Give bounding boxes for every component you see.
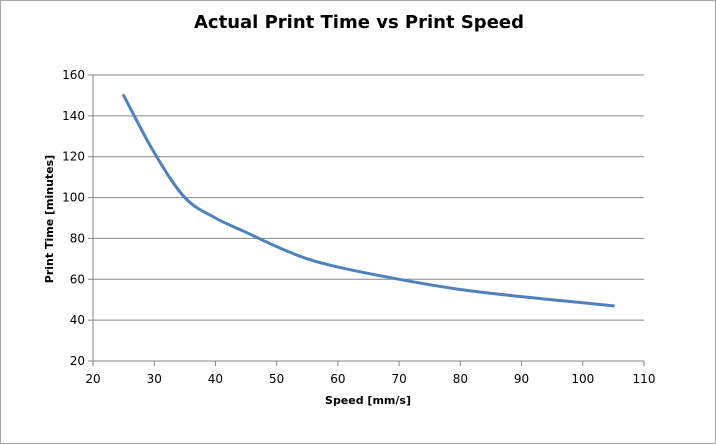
y-tick-label: 160 <box>62 68 85 82</box>
x-tick-label: 70 <box>391 372 406 386</box>
gridlines <box>93 74 644 321</box>
y-tick-label: 40 <box>70 313 85 327</box>
series-line <box>122 93 615 308</box>
axes: 20 40 60 80 100 120 140 160 20 30 40 50 60 70 80 90 100 1… <box>62 68 655 386</box>
y-tick-label: 20 <box>70 354 85 368</box>
x-tick-label: 60 <box>330 372 345 386</box>
x-tick-label: 110 <box>633 372 656 386</box>
x-axis-title: Speed [mm/s] <box>325 394 411 407</box>
y-tick-label: 100 <box>62 191 85 205</box>
x-tick-label: 90 <box>514 372 529 386</box>
y-axis-title: Print Time [minutes] <box>43 155 56 283</box>
x-tick-label: 50 <box>269 372 284 386</box>
x-tick-label: 30 <box>147 372 162 386</box>
y-tick-label: 120 <box>62 150 85 164</box>
x-tick-label: 40 <box>208 372 223 386</box>
x-tick-label: 20 <box>85 372 100 386</box>
x-tick-label: 80 <box>453 372 468 386</box>
y-tick-label: 140 <box>62 109 85 123</box>
y-tick-label: 80 <box>70 231 85 245</box>
x-tick-label: 100 <box>571 372 594 386</box>
chart-title: Actual Print Time vs Print Speed <box>194 12 524 33</box>
series-layer <box>122 93 615 308</box>
y-tick-label: 60 <box>70 272 85 286</box>
